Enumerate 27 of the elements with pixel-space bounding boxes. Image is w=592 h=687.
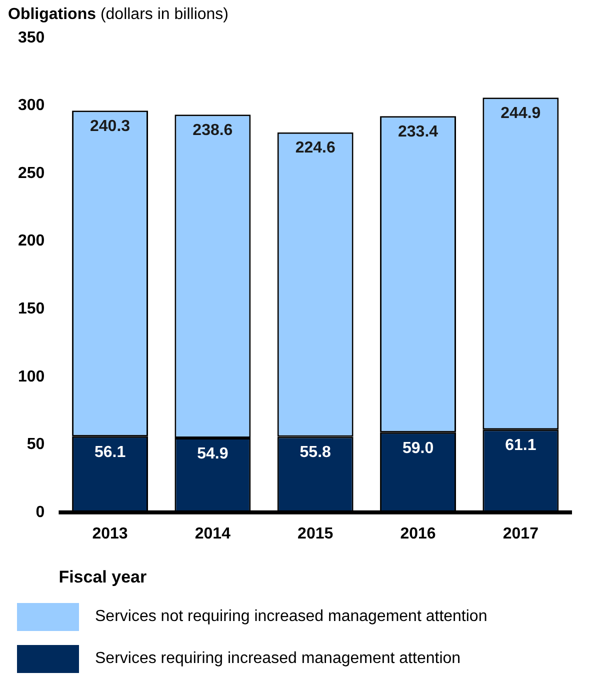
legend-label: Services not requiring increased management attention <box>95 608 488 626</box>
x-tick-label: 2013 <box>92 525 128 542</box>
x-tick-label: 2017 <box>502 525 539 542</box>
data-label: 233.4 <box>398 123 438 140</box>
y-tick-label: 250 <box>18 164 45 182</box>
data-label: 59.0 <box>402 440 434 457</box>
data-label: 244.9 <box>500 105 541 122</box>
y-tick-label: 100 <box>18 368 45 386</box>
data-label: 240.3 <box>90 118 130 136</box>
y-axis-title: Obligations (dollars in billions) <box>8 6 228 24</box>
y-tick-label: 300 <box>18 97 45 114</box>
data-label: 54.9 <box>197 445 228 462</box>
data-label: 61.1 <box>505 436 536 454</box>
data-label: 56.1 <box>94 444 126 461</box>
y-tick-label: 0 <box>36 504 45 521</box>
y-tick-label: 50 <box>26 436 45 454</box>
data-label: 55.8 <box>300 444 332 462</box>
y-tick-label: 150 <box>18 300 45 318</box>
x-tick-label: 2014 <box>194 525 231 542</box>
x-tick-label: 2015 <box>298 525 334 542</box>
x-axis-title: Fiscal year <box>58 567 147 586</box>
legend-label: Services requiring increased management attention <box>95 650 461 668</box>
y-tick-label: 200 <box>18 232 45 250</box>
x-tick-label: 2016 <box>400 525 436 542</box>
data-label: 224.6 <box>295 140 336 157</box>
y-tick-label: 350 <box>18 29 45 46</box>
data-label: 238.6 <box>192 122 233 139</box>
